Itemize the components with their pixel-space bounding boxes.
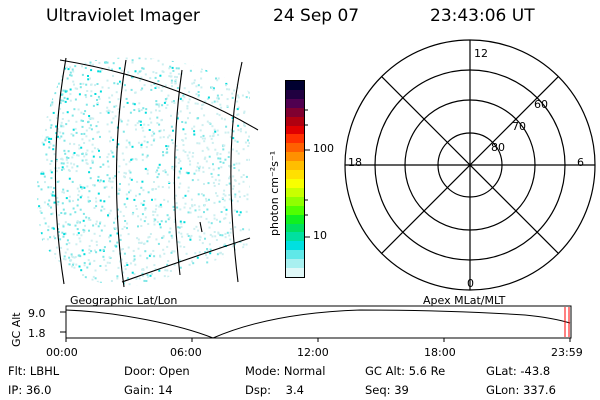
colorbar-band bbox=[286, 259, 304, 269]
colorbar-band bbox=[286, 116, 304, 126]
colorbar-band bbox=[286, 232, 304, 242]
date-label: 24 Sep 07 bbox=[273, 6, 360, 26]
colorbar-band bbox=[286, 196, 304, 206]
altitude-curve bbox=[65, 309, 571, 339]
status-dsp: Dsp: 3.4 bbox=[245, 383, 304, 397]
colorbar-band bbox=[286, 268, 304, 277]
colorbar-band bbox=[286, 223, 304, 233]
altitude-xtick-0000: 00:00 bbox=[46, 346, 78, 359]
colorbar-band bbox=[286, 125, 304, 135]
colorbar-tick-10: 10 bbox=[313, 229, 327, 242]
colorbar-band bbox=[286, 98, 304, 108]
status-glon: GLon: 337.6 bbox=[486, 383, 556, 397]
colorbar-band bbox=[286, 134, 304, 144]
colorbar-band bbox=[286, 205, 304, 215]
mlt-label-6: 6 bbox=[577, 156, 584, 169]
status-mode: Mode: Normal bbox=[245, 364, 326, 378]
polar-diagonal-1 bbox=[381, 76, 559, 254]
status-gc-alt: GC Alt: 5.6 Re bbox=[365, 364, 446, 378]
longitude-line-2 bbox=[115, 59, 127, 288]
altitude-plot-frame bbox=[65, 305, 572, 339]
geo-map-label: Geographic Lat/Lon bbox=[70, 294, 178, 307]
polar-diagonal-2 bbox=[381, 76, 559, 254]
lat-label-80: 80 bbox=[491, 141, 505, 154]
polar-plot-label: Apex MLat/MLT bbox=[423, 294, 506, 307]
colorbar-band bbox=[286, 178, 304, 188]
longitude-line-3 bbox=[173, 69, 183, 276]
colorbar-band bbox=[286, 187, 304, 197]
polar-ring-outer bbox=[344, 39, 596, 291]
altitude-xtick-1800: 18:00 bbox=[424, 346, 456, 359]
status-door: Door: Open bbox=[124, 364, 190, 378]
latitude-line-1 bbox=[59, 59, 259, 131]
colorbar-tick-100: 100 bbox=[313, 142, 334, 155]
colorbar-band bbox=[286, 143, 304, 153]
time-label: 23:43:06 UT bbox=[430, 6, 535, 26]
mlt-label-18: 18 bbox=[348, 156, 362, 169]
colorbar-band bbox=[286, 89, 304, 99]
altitude-ylabel: GC Alt bbox=[10, 312, 23, 347]
status-glat: GLat: -43.8 bbox=[486, 364, 551, 378]
altitude-ytick-max: 9.0 bbox=[28, 307, 46, 320]
status-seq: Seq: 39 bbox=[365, 383, 409, 397]
colorbar-band bbox=[286, 170, 304, 179]
colorbar-band bbox=[286, 152, 304, 162]
instrument-title: Ultraviolet Imager bbox=[46, 6, 200, 26]
colorbar-band bbox=[286, 214, 304, 224]
colorbar-band bbox=[286, 241, 304, 251]
longitude-line-1 bbox=[54, 57, 67, 285]
mlt-label-12: 12 bbox=[474, 47, 488, 60]
colorbar-band bbox=[286, 250, 304, 260]
status-ip: IP: 36.0 bbox=[8, 383, 52, 397]
longitude-line-4 bbox=[230, 61, 243, 283]
lat-label-60: 60 bbox=[534, 98, 548, 111]
status-flt: Flt: LBHL bbox=[8, 364, 60, 378]
status-gain: Gain: 14 bbox=[124, 383, 173, 397]
colorbar-band bbox=[286, 81, 304, 90]
colorbar-band bbox=[286, 107, 304, 117]
altitude-xtick-1200: 12:00 bbox=[297, 346, 329, 359]
latitude-line-2 bbox=[121, 237, 251, 283]
mlt-label-0: 0 bbox=[467, 277, 474, 290]
colorbar bbox=[285, 80, 305, 278]
geo-border-stub bbox=[199, 221, 203, 233]
colorbar-unit-label: photon cm⁻²s⁻¹ bbox=[268, 150, 281, 236]
altitude-xtick-0600: 06:00 bbox=[170, 346, 202, 359]
colorbar-band bbox=[286, 161, 304, 171]
altitude-xtick-2359: 23:59 bbox=[551, 346, 583, 359]
altitude-ytick-min: 1.8 bbox=[28, 327, 46, 340]
lat-label-70: 70 bbox=[512, 120, 526, 133]
